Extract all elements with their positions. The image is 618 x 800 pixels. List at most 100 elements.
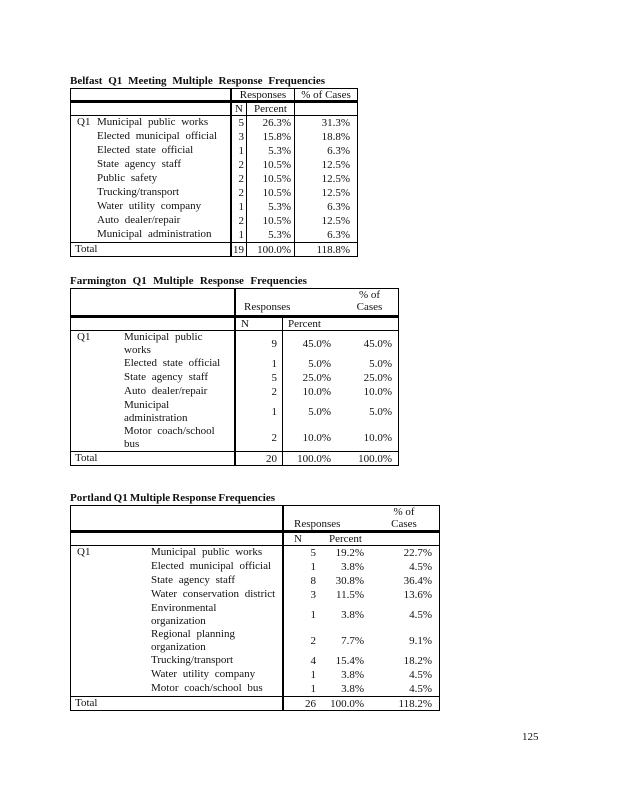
title-word: Frequencies: [218, 492, 275, 504]
table-body: Q1 Municipal public works 9 45.0% 45.0% …: [71, 331, 398, 451]
category-label: Trucking/transport: [97, 186, 180, 198]
stub-header-cell: [71, 289, 236, 315]
n-header: N: [236, 318, 283, 330]
n-header: N: [232, 103, 247, 115]
pct-cases-value: 12.5%: [321, 187, 350, 199]
title-word: Response: [199, 275, 244, 287]
responses-header: Responses: [244, 301, 291, 313]
pct-cases-value: 36.4%: [403, 575, 432, 587]
percent-value: 3.8%: [341, 669, 364, 681]
n-value: 2: [310, 635, 317, 647]
total-pct-cases: 100.0%: [358, 452, 392, 465]
table-row: Q1 Municipal public works 9 45.0% 45.0%: [71, 331, 398, 357]
pct-cases-value: 6.3%: [327, 201, 350, 213]
category-label: State agency staff: [124, 371, 208, 383]
percent-value: 7.7%: [341, 635, 364, 647]
total-row: Total 26 100.0% 118.2%: [71, 696, 439, 710]
total-n: 20: [236, 452, 283, 465]
category-cell: Water utility company: [71, 668, 284, 682]
n-value: 1: [232, 228, 247, 242]
title-word: Portland: [70, 492, 112, 504]
total-n: 19: [232, 243, 247, 256]
category-cell: Trucking/transport: [71, 654, 284, 668]
pct-cases-value: 31.3%: [321, 117, 350, 129]
header-row-spanners: Responses % of Cases: [71, 289, 398, 318]
category-label: Regional planning organization: [151, 628, 235, 653]
pct-cases-value: 5.0%: [369, 406, 392, 418]
category-cell: Motor coach/school bus: [71, 425, 236, 451]
pct-cases-value: 12.5%: [321, 215, 350, 227]
table-row: Auto dealer/repair 2 10.0% 10.0%: [71, 385, 398, 399]
percent-header: Percent: [329, 533, 362, 545]
total-row: Total 20 100.0% 100.0%: [71, 451, 398, 465]
table-row: Public safety 2 10.5% 12.5%: [71, 172, 357, 186]
total-percent: 100.0%: [247, 243, 295, 256]
header-row-spanners: Responses % of Cases: [71, 506, 439, 533]
farmington-table-section: Farmington Q1 Multiple Response Frequencies …: [70, 275, 399, 466]
pct-cases-value: 12.5%: [321, 159, 350, 171]
percent-value: 10.5%: [247, 214, 295, 228]
pct-cases-value: 4.5%: [409, 669, 432, 681]
stub-header-cell: [71, 318, 236, 330]
n-value: 1: [236, 399, 283, 425]
title-word: Q1: [113, 492, 128, 504]
pct-cases-value: 5.0%: [369, 358, 392, 370]
pct-cases-value: 6.3%: [327, 229, 350, 241]
title-word: Q1: [108, 75, 123, 87]
n-value: 9: [236, 331, 283, 357]
table-row: Trucking/transport 4 15.4% 18.2%: [71, 654, 439, 668]
title-word: Q1: [132, 275, 147, 287]
category-cell: Auto dealer/repair: [71, 385, 236, 399]
table-row: Elected state official 1 5.0% 5.0%: [71, 357, 398, 371]
n-value: 2: [232, 186, 247, 200]
percent-value: 15.8%: [247, 130, 295, 144]
category-label: Municipal administration: [124, 399, 188, 424]
table-row: Environmental organization 1 3.8% 4.5%: [71, 602, 439, 628]
category-cell: Elected municipal official: [71, 130, 232, 144]
title-word: Response: [218, 75, 263, 87]
category-label: Elected municipal official: [151, 560, 272, 572]
percent-value: 45.0%: [302, 338, 331, 350]
pct-cases-value: 10.0%: [363, 386, 392, 398]
portland-table-section: Portland Q1 Multiple Response Frequencies Re…: [70, 492, 440, 711]
percent-value: 3.8%: [341, 683, 364, 695]
pct-cases-value: 25.0%: [363, 372, 392, 384]
table-row: Q1 Municipal public works 5 26.3% 31.3%: [71, 116, 357, 130]
title-word: Meeting: [128, 75, 167, 87]
portland-table: Responses % of Cases N Percent Q1 Munici…: [70, 505, 440, 711]
n-value: 4: [310, 655, 317, 667]
category-label: Public safety: [97, 172, 158, 184]
responses-header: Responses: [294, 518, 341, 530]
percent-header: Percent: [247, 103, 295, 115]
empty-header-cell: [295, 103, 357, 115]
table-row: Regional planning organization 2 7.7% 9.…: [71, 628, 439, 654]
header-row-columns: N Percent: [71, 318, 398, 331]
percent-value: 10.0%: [302, 432, 331, 444]
table-row: Auto dealer/repair 2 10.5% 12.5%: [71, 214, 357, 228]
n-value: 3: [310, 589, 317, 601]
total-pct-cases: 118.2%: [398, 697, 432, 710]
category-cell: Environmental organization: [71, 602, 284, 628]
table-row: State agency staff 2 10.5% 12.5%: [71, 158, 357, 172]
n-value: 2: [236, 425, 283, 451]
table-body: Q1 Municipal public works 5 19.2% 22.7% …: [71, 546, 439, 696]
total-percent: 100.0%: [297, 452, 331, 465]
table-row: Municipal administration 1 5.0% 5.0%: [71, 399, 398, 425]
category-label: Environmental organization: [151, 602, 217, 627]
header-row-columns: N Percent: [71, 103, 357, 116]
table-body: Q1 Municipal public works 5 26.3% 31.3% …: [71, 116, 357, 242]
category-cell: Elected state official: [71, 357, 236, 371]
category-label: Municipal public works: [97, 116, 209, 128]
header-row-columns: N Percent: [71, 533, 439, 546]
n-value: 5: [310, 547, 317, 559]
stub-header-cell: [71, 506, 284, 532]
farmington-table-title: Farmington Q1 Multiple Response Frequencies: [70, 275, 307, 287]
category-cell: Elected municipal official: [71, 560, 284, 574]
pct-of-cases-header: % of Cases: [301, 89, 351, 101]
pct-cases-value: 4.5%: [409, 561, 432, 573]
table-row: Municipal administration 1 5.3% 6.3%: [71, 228, 357, 242]
percent-value: 11.5%: [335, 589, 364, 601]
total-label: Total: [71, 243, 232, 256]
farmington-table: Responses % of Cases N Percent Q1 Munici…: [70, 288, 399, 466]
stub-header-cell: [71, 89, 232, 102]
